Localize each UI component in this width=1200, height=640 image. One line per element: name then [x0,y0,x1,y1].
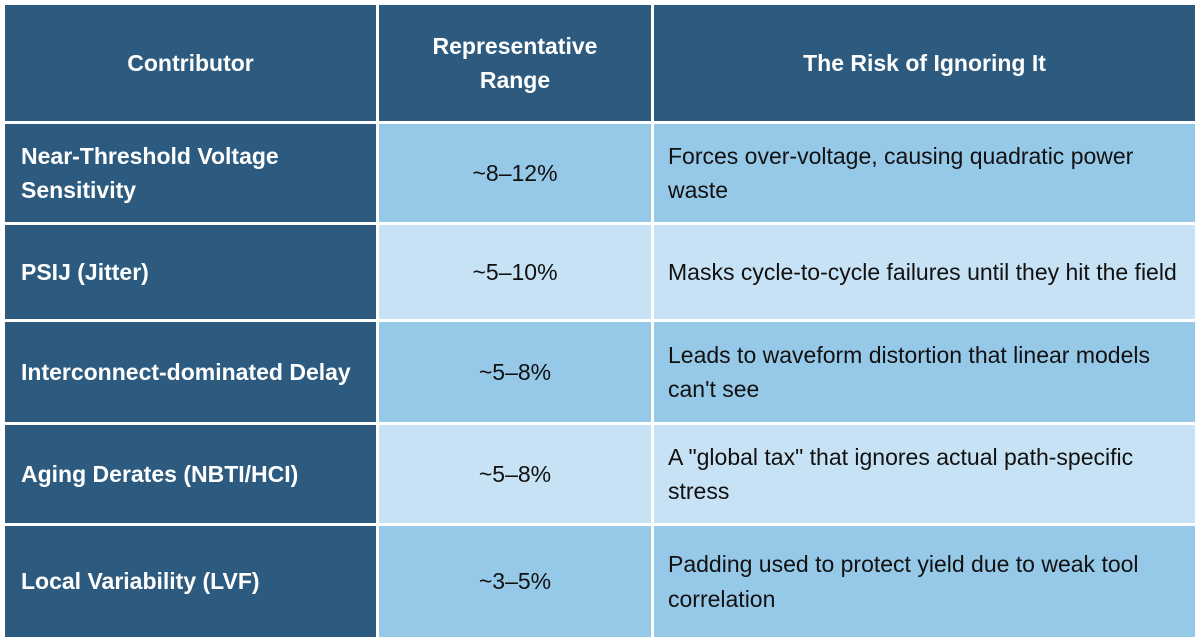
table-cell: Forces over-voltage, causing quadratic p… [654,124,1195,222]
header-cell: Contributor [5,5,376,121]
table-cell: ~5–8% [379,322,651,422]
table-cell: A "global tax" that ignores actual path-… [654,425,1195,523]
header-cell: Representative Range [379,5,651,121]
row-label: Local Variability (LVF) [5,526,376,637]
row-label: Aging Derates (NBTI/HCI) [5,425,376,523]
table-cell: Masks cycle-to-cycle failures until they… [654,225,1195,319]
row-label: Interconnect-dominated Delay [5,322,376,422]
table-cell: Padding used to protect yield due to wea… [654,526,1195,637]
table-cell: ~3–5% [379,526,651,637]
header-cell: The Risk of Ignoring It [654,5,1195,121]
table-cell: ~8–12% [379,124,651,222]
table-cell: ~5–10% [379,225,651,319]
table-cell: ~5–8% [379,425,651,523]
row-label: Near-Threshold Voltage Sensitivity [5,124,376,222]
row-label: PSIJ (Jitter) [5,225,376,319]
table: Contributor Representative Range The Risk … [5,5,1195,637]
table-cell: Leads to waveform distortion that linear… [654,322,1195,422]
